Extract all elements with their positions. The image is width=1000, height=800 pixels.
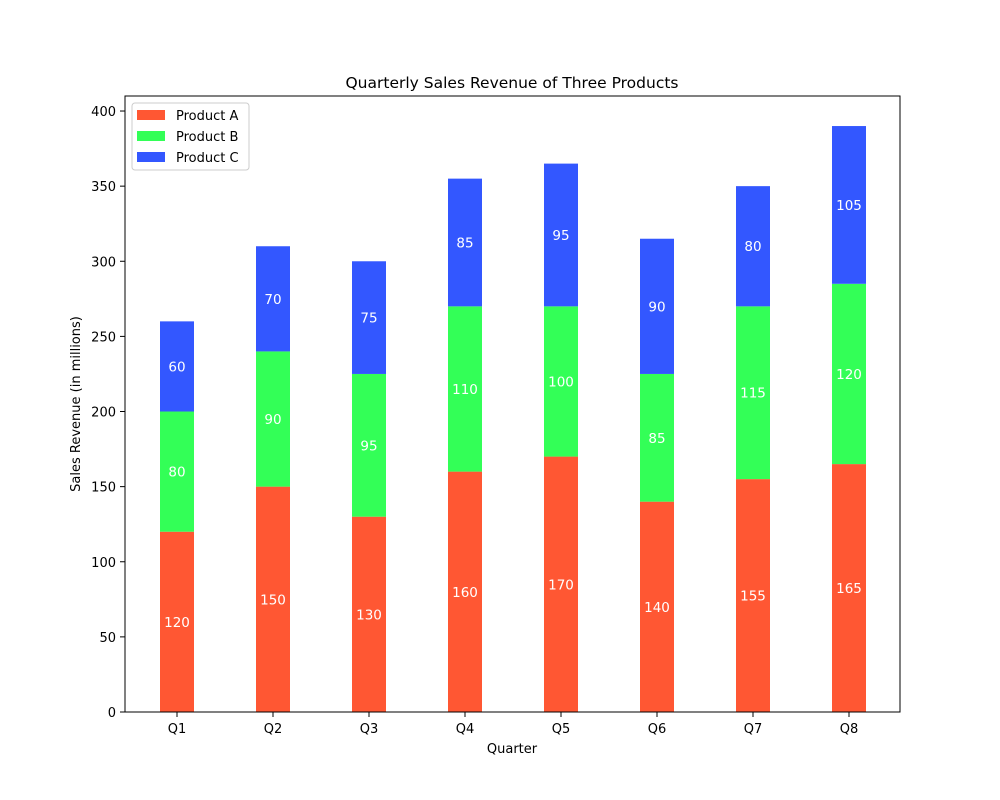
legend-items: Product A Product B Product C xyxy=(137,109,239,166)
data-label: 165 xyxy=(836,581,862,597)
bar-q5-series-3 xyxy=(544,163,578,307)
x-tick-label: Q6 xyxy=(648,722,667,737)
bar-q2-series-3 xyxy=(256,246,290,352)
y-tick-label: 300 xyxy=(91,255,116,270)
y-tick-label: 0 xyxy=(108,706,116,721)
data-label: 80 xyxy=(168,465,185,481)
legend-label: Product C xyxy=(176,151,239,166)
plot-area-frame xyxy=(124,95,901,713)
data-label: 85 xyxy=(456,235,473,251)
bar-q4-series-2 xyxy=(448,306,482,472)
y-tick-label: 250 xyxy=(91,330,116,345)
x-tick-label: Q1 xyxy=(168,722,187,737)
bar-q1-series-3 xyxy=(160,321,194,412)
x-axis: Q1 Q2 Q3 Q4 Q5 Q6 Q7 Q8 xyxy=(168,712,859,737)
data-label: 150 xyxy=(260,592,286,608)
data-label: 110 xyxy=(452,382,478,398)
bar-q2-series-2 xyxy=(256,351,290,487)
y-axis-label: Sales Revenue (in millions) xyxy=(69,316,84,492)
x-tick-label: Q4 xyxy=(456,722,475,737)
data-label: 80 xyxy=(744,239,761,255)
data-label: 105 xyxy=(836,198,862,214)
x-tick-label: Q5 xyxy=(552,722,571,737)
bar-q1-series-1 xyxy=(160,531,194,712)
data-label: 130 xyxy=(356,607,382,623)
y-tick-label: 200 xyxy=(91,406,116,421)
bar-q7-series-1 xyxy=(736,479,770,712)
y-tick-label: 350 xyxy=(91,180,116,195)
data-label: 160 xyxy=(452,585,478,601)
y-tick-label: 100 xyxy=(91,556,116,571)
bar-q6-series-1 xyxy=(640,501,674,712)
x-tick-label: Q2 xyxy=(264,722,283,737)
legend-swatch xyxy=(137,131,165,141)
data-label: 60 xyxy=(168,359,185,375)
bar-q3-series-2 xyxy=(352,373,386,517)
bar-q5-series-1 xyxy=(544,456,578,712)
legend-label: Product B xyxy=(176,130,238,145)
x-tick-label: Q7 xyxy=(744,722,763,737)
bar-q8-series-2 xyxy=(832,283,866,465)
bar-q7-series-2 xyxy=(736,306,770,480)
data-label: 90 xyxy=(648,299,665,315)
y-tick-label: 400 xyxy=(91,105,116,120)
y-tick-label: 150 xyxy=(91,481,116,496)
data-label: 70 xyxy=(264,292,281,308)
data-label: 155 xyxy=(740,589,766,605)
data-label: 170 xyxy=(548,577,574,593)
bar-q5-series-2 xyxy=(544,306,578,457)
data-label: 100 xyxy=(548,374,574,390)
data-label: 75 xyxy=(360,311,377,327)
data-label: 85 xyxy=(648,431,665,447)
x-tick-label: Q3 xyxy=(360,722,379,737)
data-labels-layer: 120 80 60 150 90 70 130 95 75 160 110 85 170 100 95 140… xyxy=(164,198,862,631)
bar-q3-series-1 xyxy=(352,516,386,712)
legend-swatch xyxy=(137,152,165,162)
bar-q6-series-3 xyxy=(640,238,674,374)
data-label: 140 xyxy=(644,600,670,616)
data-label: 120 xyxy=(164,615,190,631)
legend-swatch xyxy=(137,110,165,120)
bar-q3-series-3 xyxy=(352,261,386,374)
chart-title: Quarterly Sales Revenue of Three Product… xyxy=(345,74,678,92)
x-axis-label: Quarter xyxy=(487,742,538,757)
legend-label: Product A xyxy=(176,109,238,124)
data-label: 90 xyxy=(264,412,281,428)
data-label: 95 xyxy=(552,228,569,244)
bar-q8-series-3 xyxy=(832,126,866,284)
bar-q6-series-2 xyxy=(640,373,674,502)
data-label: 95 xyxy=(360,438,377,454)
bar-q7-series-3 xyxy=(736,186,770,307)
bar-q2-series-1 xyxy=(256,486,290,712)
legend: Product A Product B Product C xyxy=(131,102,250,171)
x-tick-label: Q8 xyxy=(840,722,859,737)
y-axis: 0 50 100 150 200 250 300 350 400 xyxy=(91,105,125,721)
bar-q4-series-1 xyxy=(448,471,482,712)
bar-q8-series-1 xyxy=(832,464,866,712)
data-label: 115 xyxy=(740,386,766,402)
bar-q4-series-3 xyxy=(448,178,482,307)
bar-q1-series-2 xyxy=(160,411,194,532)
bars-layer xyxy=(160,126,866,712)
y-tick-label: 50 xyxy=(99,631,116,646)
data-label: 120 xyxy=(836,367,862,383)
